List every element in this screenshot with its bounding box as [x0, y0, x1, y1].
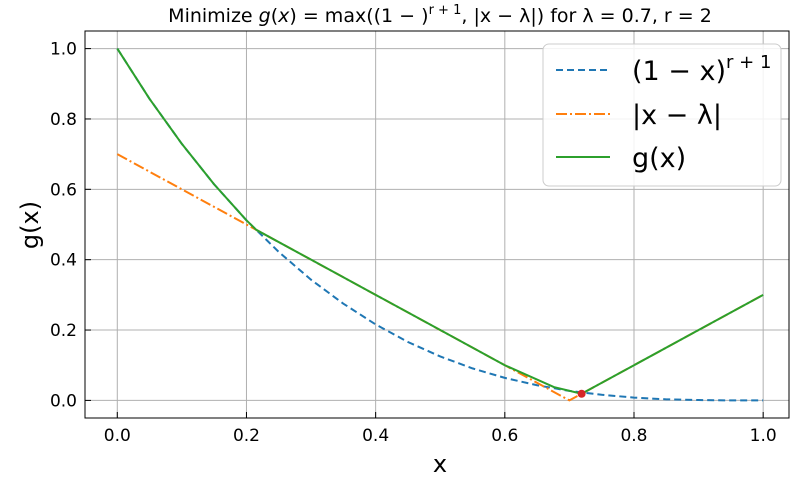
y-tick-label: 0.4 [50, 251, 77, 271]
x-tick-label: 0.2 [233, 426, 260, 446]
y-axis-label: g(x) [16, 201, 44, 249]
abs-curve-line [116, 153, 764, 402]
y-tick-label: 0.0 [50, 391, 77, 411]
y-tick-label: 0.6 [50, 180, 77, 200]
x-axis-label: x [433, 450, 447, 478]
x-tick-label: 0.8 [620, 426, 647, 446]
legend-label-abs: |x − λ| [632, 100, 722, 131]
legend-label-power: (1 − x)r + 1 [632, 52, 771, 87]
x-tick-label: 0.6 [491, 426, 518, 446]
markers-layer [577, 389, 586, 398]
y-ticks: 0.0 0.2 0.4 0.6 0.8 1.0 [50, 40, 91, 411]
chart-title: Minimize g(x) = max((1 − )r + 1, |x − λ|… [168, 3, 712, 27]
minimum-marker [577, 389, 586, 398]
y-tick-label: 0.2 [50, 321, 77, 341]
series-layer [116, 48, 764, 402]
legend-label-g: g(x) [632, 143, 686, 174]
x-tick-label: 0.0 [104, 426, 131, 446]
x-tick-label: 0.4 [362, 426, 389, 446]
power-curve-line [116, 48, 764, 402]
legend: (1 − x)r + 1 |x − λ| g(x) [542, 43, 782, 187]
y-tick-label: 1.0 [50, 40, 77, 60]
plot-frame [84, 30, 790, 419]
x-tick-label: 1.0 [750, 426, 777, 446]
x-ticks: 0.0 0.2 0.4 0.6 0.8 1.0 [104, 412, 777, 446]
y-tick-label: 0.8 [50, 110, 77, 130]
g-curve-line [116, 48, 764, 395]
legend-box [542, 43, 782, 187]
